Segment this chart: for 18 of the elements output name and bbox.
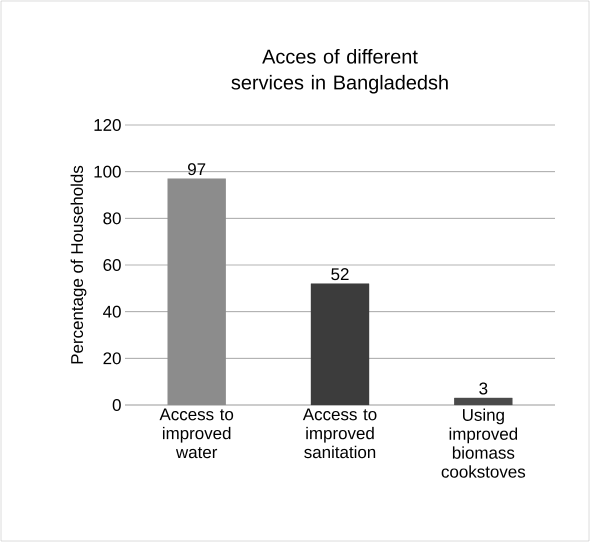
x-tick-label: Access to improved sanitation bbox=[302, 408, 376, 458]
data-label: 97 bbox=[188, 163, 206, 176]
bar bbox=[454, 398, 513, 406]
y-tick-label: 0 bbox=[112, 399, 121, 411]
chart-title: Acces of different services in Bangladedsh bbox=[231, 49, 448, 94]
data-label: 52 bbox=[331, 268, 349, 280]
y-tick-label: 40 bbox=[103, 306, 121, 318]
y-tick-label: 100 bbox=[94, 166, 121, 178]
bar bbox=[310, 283, 370, 406]
y-axis-title: Percentage of Households bbox=[70, 166, 86, 364]
y-tick-label: 80 bbox=[103, 212, 121, 224]
x-tick-label: Access to improved water bbox=[160, 408, 234, 458]
data-label: 3 bbox=[479, 382, 488, 394]
y-tick-label: 120 bbox=[94, 119, 121, 131]
bar bbox=[167, 178, 226, 406]
y-tick-label: 20 bbox=[104, 352, 121, 364]
x-tick-label: Using improved biomass cookstoves bbox=[442, 408, 526, 478]
y-tick-label: 60 bbox=[104, 259, 121, 271]
